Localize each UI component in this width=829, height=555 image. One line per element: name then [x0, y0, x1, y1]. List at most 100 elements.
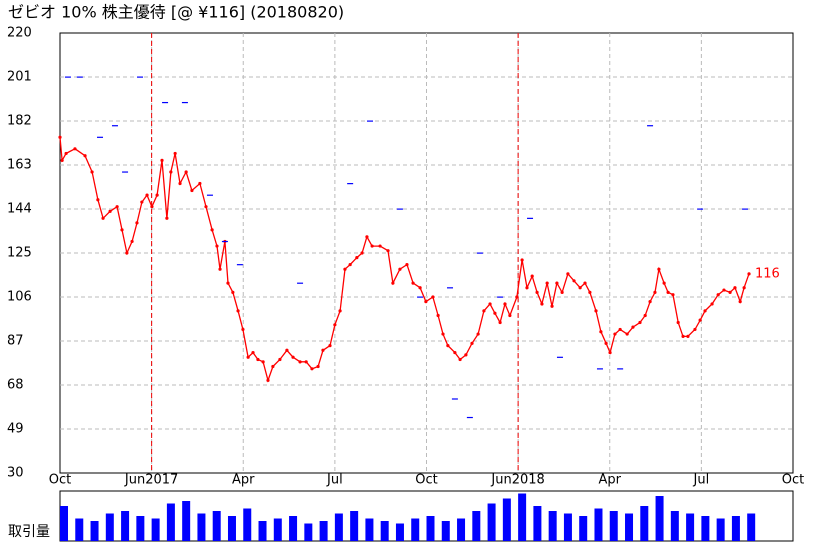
- price-point: [365, 235, 369, 239]
- price-point: [215, 244, 219, 248]
- y-tick-label: 220: [7, 26, 32, 41]
- price-point: [638, 320, 642, 325]
- volume-bar: [441, 521, 450, 541]
- price-point: [555, 281, 559, 285]
- volume-bar: [655, 496, 664, 541]
- price-point: [503, 302, 507, 306]
- volume-bar: [502, 498, 511, 541]
- volume-bar: [350, 511, 359, 541]
- price-point: [145, 193, 149, 197]
- price-point: [525, 286, 529, 290]
- volume-bar: [594, 508, 603, 541]
- price-point: [676, 320, 680, 325]
- scatter-dot: [497, 296, 504, 298]
- scatter-dot: [76, 76, 83, 78]
- price-point: [298, 360, 302, 364]
- price-point: [378, 244, 382, 248]
- chart-title: ゼビオ 10% 株主優待 [@ ¥116] (20180820): [8, 3, 344, 22]
- price-point: [716, 293, 720, 297]
- scatter-dot: [236, 264, 243, 266]
- price-point: [386, 249, 390, 253]
- price-point: [271, 364, 275, 369]
- scatter-dot: [556, 356, 563, 358]
- price-point: [464, 353, 468, 357]
- price-point: [261, 360, 265, 364]
- scatter-dot: [97, 136, 104, 138]
- price-point: [742, 286, 746, 290]
- price-point: [150, 205, 154, 209]
- volume-bar: [75, 518, 84, 541]
- price-point: [256, 357, 260, 362]
- price-point: [545, 281, 549, 285]
- volume-bar: [197, 513, 206, 541]
- price-point: [135, 221, 139, 225]
- price-point: [58, 135, 62, 139]
- price-point: [599, 330, 603, 334]
- price-point: [140, 200, 144, 204]
- price-point: [578, 286, 582, 290]
- price-point: [508, 313, 512, 318]
- price-point: [343, 267, 347, 271]
- volume-bar: [166, 503, 175, 541]
- price-point: [693, 327, 697, 332]
- volume-bar: [670, 511, 679, 541]
- price-point: [64, 151, 68, 156]
- scatter-dot: [137, 76, 144, 78]
- price-point: [90, 170, 94, 174]
- price-point: [338, 309, 342, 313]
- scatter-dot: [181, 101, 188, 104]
- price-point: [625, 332, 629, 336]
- price-point: [278, 357, 282, 362]
- price-point: [190, 188, 194, 193]
- price-point: [73, 147, 77, 151]
- scatter-dot: [451, 398, 458, 400]
- price-point: [169, 170, 173, 174]
- price-point: [631, 325, 635, 329]
- price-point: [304, 360, 308, 364]
- price-point: [348, 262, 352, 267]
- price-point: [120, 228, 124, 232]
- price-point: [291, 355, 295, 359]
- price-point: [231, 290, 235, 294]
- price-point: [321, 348, 325, 352]
- price-point: [666, 290, 670, 294]
- scatter-dot: [617, 368, 624, 370]
- price-point: [482, 309, 486, 313]
- y-tick-label: 201: [7, 70, 32, 85]
- price-point: [498, 320, 502, 325]
- x-tick-label: Jun2018: [490, 473, 544, 488]
- price-point: [747, 272, 751, 276]
- price-point: [218, 267, 222, 271]
- price-point: [130, 239, 134, 244]
- scatter-dot: [476, 252, 483, 254]
- price-point: [583, 281, 587, 285]
- price-point: [360, 251, 364, 255]
- price-point: [520, 258, 524, 262]
- volume-bar: [227, 516, 236, 541]
- volume-bar: [472, 511, 481, 541]
- price-point: [608, 350, 612, 355]
- price-point: [236, 309, 240, 313]
- volume-bar: [487, 503, 496, 541]
- volume-bar: [533, 506, 542, 541]
- price-point: [398, 267, 402, 271]
- price-point: [178, 181, 182, 186]
- price-point: [418, 286, 422, 290]
- price-point: [285, 348, 289, 352]
- price-point: [316, 364, 320, 369]
- scatter-dot: [122, 171, 129, 173]
- volume-bar: [121, 511, 130, 541]
- volume-bar: [212, 511, 221, 541]
- volume-bar: [426, 516, 435, 541]
- price-point: [83, 154, 87, 158]
- price-point: [653, 290, 657, 294]
- x-tick-label: Oct: [49, 473, 71, 488]
- price-point: [493, 311, 497, 315]
- scatter-dot: [527, 217, 534, 219]
- price-point: [246, 355, 250, 359]
- price-point: [618, 327, 622, 332]
- volume-bar: [579, 516, 588, 541]
- volume-bar: [701, 516, 710, 541]
- volume-bar: [151, 518, 160, 541]
- volume-bar: [411, 518, 420, 541]
